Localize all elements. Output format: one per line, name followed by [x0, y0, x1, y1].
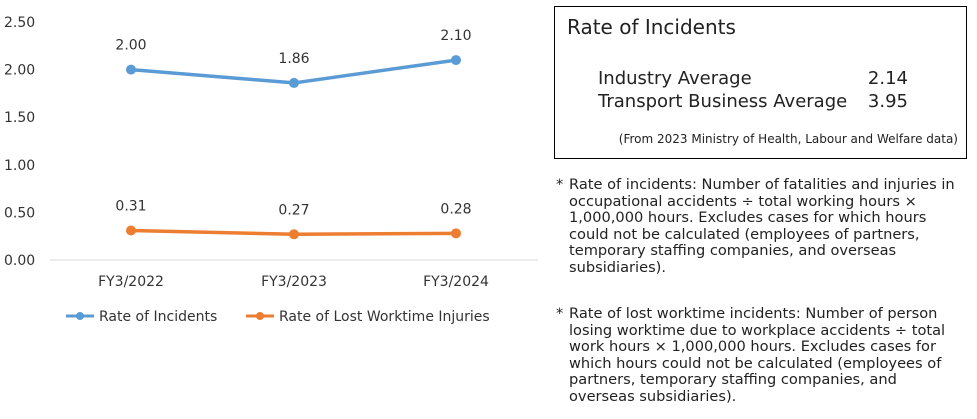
data-label: 1.86 [278, 51, 309, 67]
legend-marker [256, 312, 264, 320]
rate-row-label: Transport Business Average [598, 91, 848, 112]
data-point [126, 64, 136, 75]
y-tick-label: 0.00 [4, 253, 35, 269]
legend-item: Rate of Incidents [66, 309, 217, 325]
series-rate-of-lost-worktime-injuries: 0.31 0.27 0.28 [115, 198, 472, 240]
data-label: 0.28 [440, 201, 471, 217]
footnote-lost-worktime: * Rate of lost worktime incidents: Numbe… [556, 305, 966, 405]
legend-item: Rate of Lost Worktime Injuries [246, 309, 490, 325]
x-tick-label: FY3/2023 [261, 274, 327, 290]
rate-box-title: Rate of Incidents [567, 15, 736, 39]
rate-box-source: (From 2023 Ministry of Health, Labour an… [618, 132, 958, 146]
data-label: 0.31 [115, 198, 146, 214]
data-point [289, 77, 299, 88]
x-axis: FY3/2022 FY3/2023 FY3/2024 [98, 274, 489, 290]
y-tick-label: 1.50 [4, 110, 35, 126]
footnote-incidents: * Rate of incidents: Number of fatalitie… [556, 176, 966, 276]
footnote-marker: * [556, 305, 564, 322]
rate-row-value: 2.14 [867, 68, 908, 89]
footnote-text: Rate of incidents: Number of fatalities … [569, 176, 955, 276]
y-tick-label: 2.50 [4, 15, 35, 31]
y-tick-label: 0.50 [4, 205, 35, 221]
data-label: 0.27 [278, 202, 309, 218]
y-tick-label: 2.00 [4, 63, 35, 79]
y-tick-label: 1.00 [4, 158, 35, 174]
data-point [126, 225, 136, 236]
line-chart: 0.000.501.001.502.002.50 FY3/2022 FY3/202… [4, 15, 538, 325]
y-axis: 0.00 0.50 1.00 1.50 2.00 2.50 [4, 15, 35, 269]
x-tick-label: FY3/2024 [423, 274, 489, 290]
data-point [289, 229, 299, 240]
data-point [451, 228, 461, 239]
footnote-text: Rate of lost worktime incidents: Number … [569, 305, 946, 405]
legend-label: Rate of Lost Worktime Injuries [279, 309, 490, 325]
chart-legend: Rate of Incidents Rate of Lost Worktime I… [66, 309, 490, 325]
legend-label: Rate of Incidents [99, 309, 217, 325]
series-rate-of-incidents: 2.00 1.86 2.10 [115, 28, 472, 88]
legend-marker [76, 312, 84, 320]
data-label: 2.10 [440, 28, 471, 44]
data-point [451, 55, 461, 66]
series-layer: 2.00 1.86 2.10 0.31 0.27 0.28 [115, 28, 472, 240]
rate-comparison-box: Rate of Incidents Industry Average 2.14 … [554, 6, 967, 159]
data-label: 2.00 [115, 38, 146, 54]
x-tick-label: FY3/2022 [98, 274, 164, 290]
rate-row-value: 3.95 [867, 91, 908, 112]
rate-row-label: Industry Average [598, 68, 752, 89]
footnote-marker: * [556, 176, 564, 193]
